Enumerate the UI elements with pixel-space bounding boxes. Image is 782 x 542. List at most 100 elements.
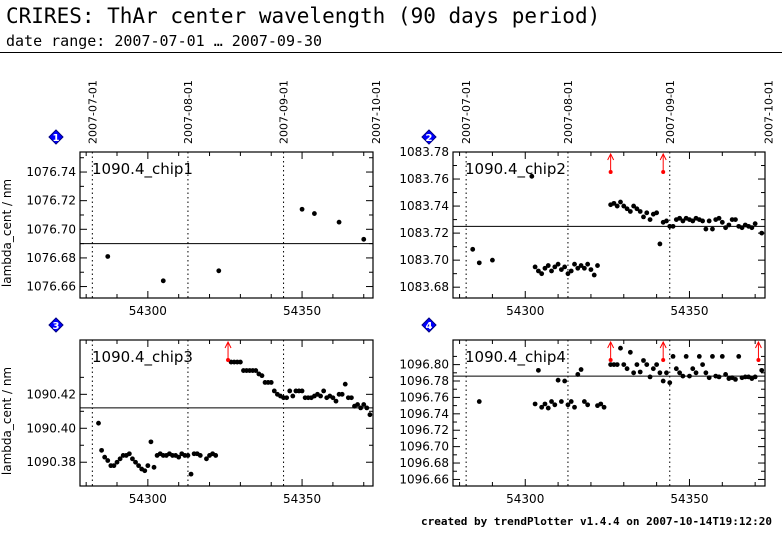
y-tick-label: 1083.76 [399,172,449,186]
data-point [575,265,581,271]
data-point [641,358,646,363]
data-point [575,372,581,377]
y-tick-label: 1090.42 [26,387,76,401]
data-point [558,399,564,404]
data-point [601,404,607,410]
data-point [558,267,564,273]
y-tick-label: 1096.74 [399,407,449,421]
data-point [710,354,715,359]
data-point [330,395,336,401]
data-point [259,373,265,379]
data-point [105,458,111,463]
data-point [96,420,101,426]
data-point [739,225,745,231]
data-point [719,219,725,225]
data-point [624,206,630,212]
data-point [716,374,722,380]
y-tick-label: 1083.68 [399,280,449,294]
data-point [529,173,535,179]
data-point [614,362,620,368]
y-tick-label: 1090.40 [26,421,76,435]
data-point [490,257,495,263]
data-point [637,369,643,375]
data-point [650,366,656,372]
data-point [102,454,108,460]
data-point [542,265,548,271]
data-point [136,463,142,469]
data-point [627,349,633,355]
data-point [568,268,574,274]
date-label: 2007-07-01 [86,80,99,144]
y-axis-label: lambda_cent / nm [0,179,14,287]
panel-badge-number: 1 [53,133,60,144]
plot-frame [79,339,374,487]
data-point [591,272,597,278]
out-of-range-point [756,358,761,362]
date-label: 2007-10-01 [762,80,775,144]
data-point [145,463,151,469]
data-point [549,399,554,404]
data-point [133,459,138,465]
footer-credit: created by trendPlotter v1.4.4 on 2007-1… [421,515,772,528]
panel-badge [421,129,437,145]
data-point [677,215,683,221]
data-point [197,453,203,458]
y-tick-label: 1096.68 [399,456,449,470]
data-point [539,404,545,410]
data-point [680,373,686,379]
y-tick-label: 1076.68 [26,251,76,265]
data-point [532,401,538,407]
date-range: date range: 2007-07-01 … 2007-09-30 [6,32,323,50]
data-point [555,377,561,383]
out-of-range-point [661,170,666,174]
plot-frame [452,339,766,487]
data-point [611,362,617,368]
data-point [287,388,293,394]
x-tick-label: 54350 [670,304,708,318]
data-point [667,380,673,386]
chart-panel-4: 54300 54350 1096.66 1096.68 1096.70 1096.72 10… [399,317,766,506]
data-point [752,374,758,380]
data-point [664,370,669,376]
data-point [696,354,702,359]
arrow-head [659,152,667,161]
data-point [562,378,568,384]
data-point [99,447,104,453]
data-point [631,370,637,376]
data-point [654,210,660,216]
data-point [342,381,348,387]
data-point [321,388,327,394]
y-tick-label: 1096.72 [399,423,449,437]
data-point [160,278,166,284]
data-point [703,226,709,232]
y-tick-label: 1083.78 [399,145,449,159]
data-point [111,463,117,469]
data-point [565,271,571,277]
data-point [539,271,545,277]
x-tick-label: 54300 [129,304,167,318]
data-point [723,225,728,231]
date-label: 2007-09-01 [664,80,677,144]
data-point [670,223,676,229]
data-point [114,459,120,465]
data-point [673,366,679,372]
data-point [660,378,666,384]
panel-badge-number: 2 [426,133,433,144]
data-point [555,261,561,267]
y-tick-label: 1076.70 [26,222,76,236]
panel-badge [48,317,64,333]
data-point [670,354,676,359]
data-point [644,362,650,368]
data-point [733,217,738,222]
data-point [117,456,123,462]
data-point [710,226,715,232]
data-point [683,354,689,359]
plot-frame [452,151,766,299]
data-point [667,223,673,229]
data-point [742,374,748,380]
y-tick-label: 1076.66 [26,280,76,294]
data-point [253,368,259,373]
x-tick-label: 54350 [670,492,708,506]
data-point [716,215,722,221]
data-point [549,268,554,274]
